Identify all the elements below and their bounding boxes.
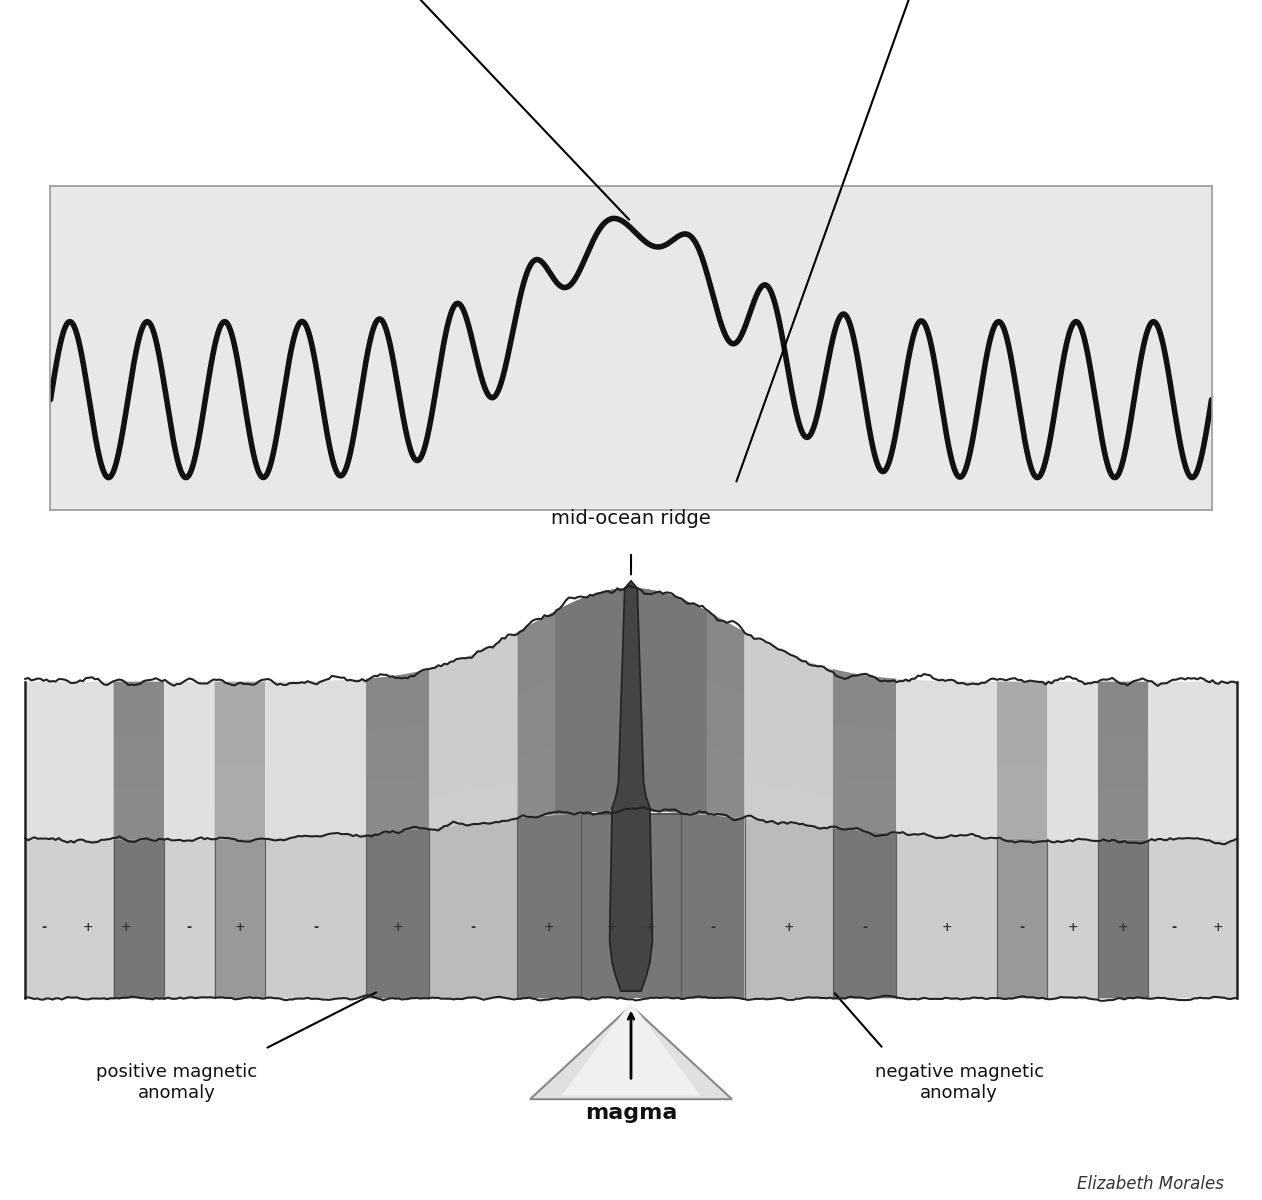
Text: Elizabeth Morales: Elizabeth Morales	[1078, 1175, 1224, 1193]
Text: +: +	[235, 920, 245, 934]
Polygon shape	[25, 840, 114, 998]
Polygon shape	[517, 599, 581, 818]
Polygon shape	[610, 581, 652, 991]
Text: negative magnetic
anomaly: negative magnetic anomaly	[737, 0, 1012, 481]
Text: -: -	[471, 920, 476, 934]
Polygon shape	[896, 679, 997, 839]
Polygon shape	[555, 815, 707, 998]
Text: +: +	[784, 920, 794, 934]
Text: mid-ocean ridge: mid-ocean ridge	[551, 509, 711, 528]
Polygon shape	[114, 840, 164, 998]
Text: +: +	[1118, 920, 1128, 934]
Polygon shape	[997, 682, 1047, 839]
Text: -: -	[1171, 920, 1176, 934]
Polygon shape	[215, 682, 265, 839]
Text: +: +	[83, 920, 93, 934]
Polygon shape	[1148, 682, 1237, 840]
Text: +: +	[1213, 920, 1223, 934]
Text: -: -	[187, 920, 192, 934]
Polygon shape	[25, 682, 114, 840]
Text: +: +	[1068, 920, 1078, 934]
Polygon shape	[1098, 840, 1148, 998]
Polygon shape	[429, 632, 517, 828]
Text: +: +	[645, 920, 655, 934]
Polygon shape	[581, 588, 681, 812]
Polygon shape	[517, 812, 581, 998]
Polygon shape	[562, 1002, 700, 1096]
Polygon shape	[164, 839, 215, 998]
Polygon shape	[896, 834, 997, 998]
Text: +: +	[941, 920, 952, 934]
Polygon shape	[1047, 839, 1098, 998]
Text: +: +	[607, 920, 617, 934]
Polygon shape	[265, 679, 366, 839]
Polygon shape	[1098, 682, 1148, 840]
Text: magma: magma	[584, 1103, 678, 1123]
Text: -: -	[711, 920, 716, 934]
Text: +: +	[392, 920, 403, 934]
Polygon shape	[833, 828, 896, 998]
Text: -: -	[1020, 920, 1025, 934]
Polygon shape	[581, 812, 681, 998]
Polygon shape	[681, 599, 745, 818]
Polygon shape	[1047, 682, 1098, 840]
Text: +: +	[544, 920, 554, 934]
Polygon shape	[429, 818, 517, 998]
Polygon shape	[265, 834, 366, 998]
Polygon shape	[555, 588, 707, 815]
Text: positive magnetic
anomaly: positive magnetic anomaly	[300, 0, 628, 220]
Text: -: -	[42, 920, 47, 934]
Polygon shape	[114, 682, 164, 840]
Polygon shape	[997, 839, 1047, 998]
Polygon shape	[530, 1006, 732, 1099]
Polygon shape	[745, 818, 833, 998]
Polygon shape	[833, 668, 896, 834]
Polygon shape	[215, 839, 265, 998]
Text: -: -	[862, 920, 867, 934]
Text: +: +	[121, 920, 131, 934]
Polygon shape	[366, 668, 429, 834]
Text: positive magnetic
anomaly: positive magnetic anomaly	[96, 1063, 257, 1102]
Polygon shape	[681, 812, 745, 998]
Polygon shape	[745, 632, 833, 828]
Polygon shape	[164, 682, 215, 840]
Polygon shape	[1148, 840, 1237, 998]
Text: negative magnetic
anomaly: negative magnetic anomaly	[875, 1063, 1044, 1102]
Polygon shape	[366, 828, 429, 998]
Text: -: -	[313, 920, 318, 934]
